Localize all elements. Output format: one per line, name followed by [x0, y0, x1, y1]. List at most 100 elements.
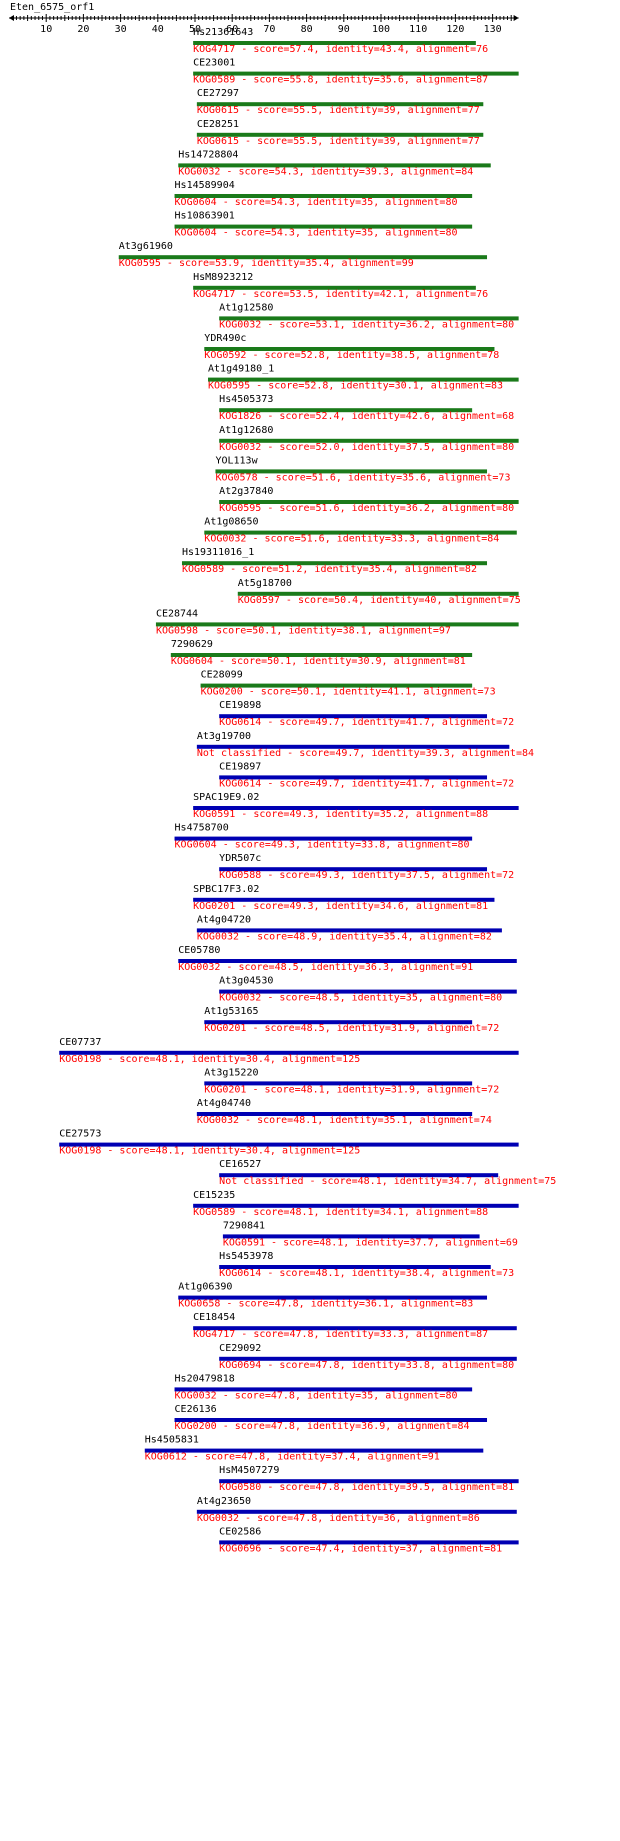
hit-info: KOG4717 - score=53.5, identity=42.1, ali… — [193, 289, 488, 300]
hit-info: KOG0201 - score=48.1, identity=31.9, ali… — [204, 1084, 499, 1095]
hit-bar — [155, 622, 519, 627]
hit-row: At4g23650 KOG0032 - score=47.8, identity=… — [196, 1496, 517, 1524]
hit-row: Hs4758700 KOG0604 - score=49.3, identity=… — [174, 823, 473, 851]
hit-name: CE28251 — [197, 119, 239, 130]
hit-info: KOG0032 - score=53.1, identity=36.2, ali… — [219, 319, 514, 330]
ruler-right-arrow — [513, 15, 519, 21]
hit-info: KOG0604 - score=50.1, identity=30.9, ali… — [171, 656, 466, 667]
ruler-tick-label: 130 — [484, 24, 502, 35]
hit-name: CE23001 — [193, 58, 235, 69]
hit-info: KOG0612 - score=47.8, identity=37.4, ali… — [145, 1452, 440, 1463]
hit-bar — [178, 959, 517, 963]
hit-bar — [59, 1050, 519, 1055]
hit-name: CE26136 — [175, 1404, 217, 1415]
hit-info: KOG0580 - score=47.8, identity=39.5, ali… — [219, 1482, 514, 1493]
ruler-tick-label: 50 — [189, 24, 201, 35]
hit-bar — [174, 836, 473, 841]
hit-info: KOG4717 - score=57.4, identity=43.4, ali… — [193, 44, 488, 55]
hit-bar — [174, 194, 473, 198]
hit-bar — [174, 1418, 488, 1422]
hit-info: KOG0032 - score=51.6, identity=33.3, ali… — [204, 534, 499, 545]
hit-bar — [174, 1387, 473, 1392]
hit-info: KOG0595 - score=53.9, identity=35.4, ali… — [119, 258, 414, 269]
hit-bar — [178, 163, 491, 168]
hit-name: CE05780 — [178, 945, 220, 956]
hit-row: At2g37840 KOG0595 - score=51.6, identity=… — [219, 486, 519, 514]
hit-row: At1g12680 KOG0032 - score=52.0, identity=… — [219, 425, 519, 453]
hit-name: CE18454 — [193, 1312, 235, 1323]
hit-name: Hs14589904 — [175, 180, 235, 191]
hit-bar — [219, 775, 488, 780]
hit-row: CE07737 KOG0198 - score=48.1, identity=30… — [59, 1037, 519, 1065]
hit-bar — [193, 897, 495, 902]
hit-name: HsM8923212 — [193, 272, 253, 283]
hit-bar — [193, 1326, 517, 1331]
hit-row: 7290841 KOG0591 - score=48.1, identity=37… — [222, 1220, 518, 1248]
hit-bar — [219, 1356, 517, 1361]
hit-bar — [193, 806, 519, 810]
hit-list: Hs21361643 KOG4717 - score=57.4, identity… — [59, 27, 556, 1554]
hit-info: KOG0201 - score=49.3, identity=34.6, ali… — [193, 901, 488, 912]
hit-row: CE28744 KOG0598 - score=50.1, identity=38… — [155, 608, 519, 636]
hit-bar — [196, 928, 502, 933]
hit-row: At1g49180_1 KOG0595 - score=52.8, identit… — [208, 364, 519, 392]
hit-row: At3g19700 Not classified - score=49.7, id… — [196, 731, 534, 759]
hit-bar — [204, 1020, 473, 1025]
hit-bar — [200, 683, 473, 688]
hit-info: KOG0589 - score=48.1, identity=34.1, ali… — [193, 1207, 488, 1218]
hit-info: KOG0595 - score=52.8, identity=30.1, ali… — [208, 381, 503, 392]
ruler-tick-label: 40 — [152, 24, 164, 35]
hit-row: CE16527 Not classified - score=48.1, iden… — [219, 1159, 556, 1187]
hit-row: CE19897 KOG0614 - score=49.7, identity=41… — [219, 761, 514, 789]
hit-name: At3g61960 — [119, 241, 173, 252]
hit-info: KOG0198 - score=48.1, identity=30.4, ali… — [59, 1054, 360, 1065]
hit-bar — [196, 102, 484, 107]
hit-name: CE28744 — [156, 608, 198, 619]
hit-info: KOG0694 - score=47.8, identity=33.8, ali… — [219, 1360, 514, 1371]
hit-info: KOG0032 - score=54.3, identity=39.3, ali… — [178, 166, 473, 177]
position-ruler: 10 20 30 40 50 60 70 80 90 100 110 120 130 — [9, 14, 519, 35]
hit-row: CE29092 KOG0694 - score=47.8, identity=33… — [219, 1343, 517, 1371]
hit-name: At2g37840 — [219, 486, 273, 497]
ruler-tick-label: 60 — [226, 24, 238, 35]
hit-info: KOG0201 - score=48.5, identity=31.9, ali… — [204, 1023, 499, 1034]
hit-info: KOG0604 - score=54.3, identity=35, align… — [175, 228, 458, 239]
hit-bar — [204, 347, 495, 351]
hit-bar — [219, 867, 488, 872]
hit-name: CE15235 — [193, 1190, 235, 1201]
hit-row: CE02586 KOG0696 - score=47.4, identity=37… — [219, 1526, 519, 1554]
hit-name: CE29092 — [219, 1343, 261, 1354]
hit-row: CE27573 KOG0198 - score=48.1, identity=30… — [59, 1129, 519, 1157]
hit-row: CE27297 KOG0615 - score=55.5, identity=39… — [196, 88, 484, 116]
hit-name: SPAC19E9.02 — [193, 792, 259, 803]
hit-info: KOG0597 - score=50.4, identity=40, align… — [238, 595, 521, 606]
hit-info: KOG1826 - score=52.4, identity=42.6, ali… — [219, 411, 514, 422]
hit-name: Hs5453978 — [219, 1251, 273, 1262]
hit-name: Hs4758700 — [175, 823, 229, 834]
hit-bar — [193, 41, 476, 45]
hit-row: Hs20479818 KOG0032 - score=47.8, identity… — [174, 1373, 473, 1401]
hit-row: CE26136 KOG0200 - score=47.8, identity=36… — [174, 1404, 488, 1432]
hit-name: At4g04720 — [197, 914, 251, 925]
hit-bar — [196, 1509, 517, 1514]
hit-bar — [118, 255, 488, 260]
hit-name: Hs20479818 — [175, 1373, 235, 1384]
hit-name: 7290629 — [171, 639, 213, 650]
hit-info: KOG0032 - score=47.8, identity=35, align… — [175, 1390, 458, 1401]
hit-row: YDR490c KOG0592 - score=52.8, identity=38… — [204, 333, 499, 361]
hit-bar — [219, 1479, 519, 1484]
hit-row: Hs4505373 KOG1826 - score=52.4, identity=… — [219, 394, 514, 422]
ruler-tick-label: 80 — [301, 24, 313, 35]
hit-info: KOG0614 - score=49.7, identity=41.7, ali… — [219, 778, 514, 789]
hit-row: At3g04530 KOG0032 - score=48.5, identity=… — [219, 976, 517, 1004]
hit-row: Hs4505831 KOG0612 - score=47.8, identity=… — [144, 1435, 484, 1463]
hit-info: KOG0615 - score=55.5, identity=39, align… — [197, 105, 480, 116]
hit-info: KOG0592 - score=52.8, identity=38.5, ali… — [204, 350, 499, 361]
hit-name: At5g18700 — [238, 578, 292, 589]
hit-name: At4g04740 — [197, 1098, 251, 1109]
hit-name: At1g08650 — [204, 517, 258, 528]
hit-bar — [196, 744, 510, 749]
hit-row: CE23001 KOG0589 - score=55.8, identity=35… — [193, 58, 519, 86]
hit-info: KOG0604 - score=54.3, identity=35, align… — [175, 197, 458, 208]
